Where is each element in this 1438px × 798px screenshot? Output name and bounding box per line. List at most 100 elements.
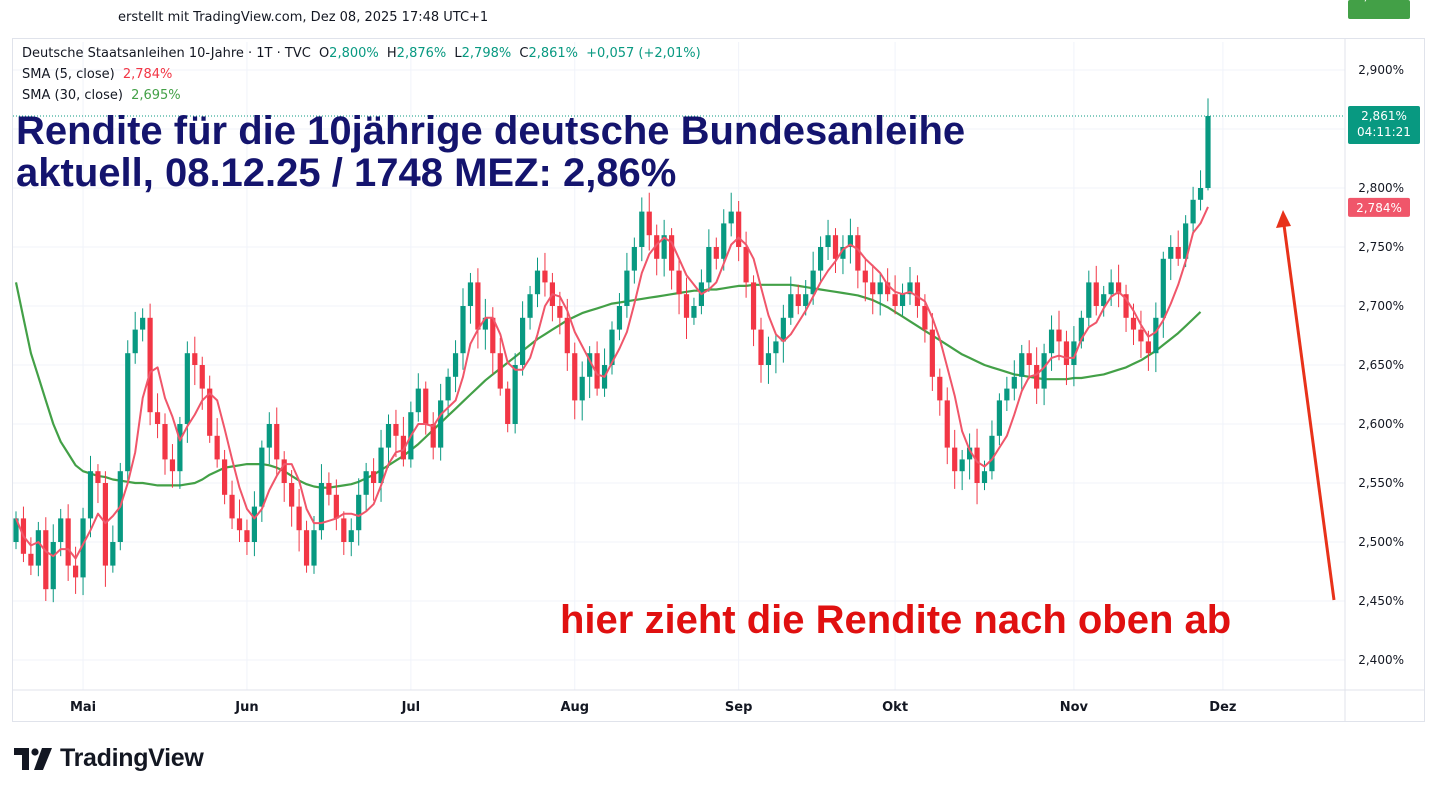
candle-body [691,306,697,318]
candle-body [348,530,354,542]
high-label: H [386,46,397,61]
candle-body [430,424,436,448]
candle-body [1168,247,1174,259]
candle-body [28,553,34,566]
last-price-label: 2,861% [1361,109,1407,123]
candle-body [669,235,675,271]
candle-body [922,306,928,330]
last-price-badge [1348,106,1420,145]
tradingview-logo[interactable]: TradingView [14,744,204,773]
candle-body [58,518,64,542]
candle-body [847,235,853,247]
candle-body [564,317,570,354]
candle-body [661,235,667,259]
candle-body [1071,341,1077,365]
y-tick-label: 2,800% [1358,181,1404,195]
candle-body [415,388,421,413]
candle-body [43,530,49,590]
headline: Rendite für die 10jährige deutsche Bunde… [16,110,965,194]
candle-body [393,424,399,436]
candle-body [967,447,973,460]
candle-body [80,518,86,578]
candle-body [795,294,801,306]
candle-body [520,317,526,365]
candle-body [765,353,772,365]
candle-body [318,483,325,531]
candle-body [303,530,310,566]
y-tick-label: 2,400% [1358,653,1404,667]
candle-body [13,518,19,542]
candle-body [840,247,846,259]
sma5-price-badge [1348,197,1410,217]
candle-body [1101,294,1107,306]
candle-body [572,353,578,401]
candle-body [236,518,243,531]
legend-sma5-row[interactable]: SMA (5, close) 2,784% [22,67,172,82]
y-tick-label: 2,450% [1358,594,1404,608]
sma5-price-label: 2,784% [1356,201,1402,215]
candle-body [1190,199,1196,224]
candle-body [534,270,541,295]
candle-body [631,247,637,271]
candle-body [1145,341,1151,354]
y-tick-label: 2,900% [1358,63,1404,77]
candle-body [229,494,235,519]
candle-body [654,235,660,259]
sma30-label: SMA (30, close) [22,88,123,103]
sma5-label: SMA (5, close) [22,67,115,82]
legend-sma30-row[interactable]: SMA (30, close) 2,695% [22,88,181,103]
candle-body [490,317,496,354]
candle-body [1130,317,1137,330]
candle-body [289,483,295,507]
candle-body [952,447,958,472]
candle-body [907,282,913,295]
sma5-value: 2,784% [122,67,173,82]
sma30-line [14,282,1202,489]
x-tick-label: Nov [1060,700,1089,715]
candle-body [587,353,593,377]
x-tick-label: Okt [882,700,908,715]
sma30-price-badge [1348,0,1410,19]
candle-body [1183,223,1189,259]
candle-body [1197,188,1204,200]
candle-body [363,471,369,495]
candle-body [542,270,548,283]
x-tick-label: Sep [725,700,753,715]
candle-body [937,376,943,401]
candle-body [110,542,116,566]
candle-body [743,247,749,283]
candle-body [467,282,474,306]
candle-body [259,447,265,507]
low-label: L [454,46,462,61]
candle-body [125,353,131,472]
chart-caption: erstellt mit TradingView.com, Dez 08, 20… [118,10,489,25]
candle-body [140,317,146,330]
headline-line-2: aktuell, 08.12.25 / 1748 MEZ: 2,86% [16,151,677,195]
tradingview-logo-icon [14,747,52,770]
candle-body [773,341,779,354]
candle-body [996,400,1002,436]
candle-body [438,400,444,448]
candle-body [154,412,161,424]
candle-body [73,565,79,578]
candle-body [482,317,488,330]
candle-body [281,459,287,483]
symbol-name: Deutsche Staatsanleihen 10-Jahre · 1T · … [22,46,311,61]
candle-body [639,211,645,247]
candle-body [1048,329,1055,354]
headline-line-1: Rendite für die 10jährige deutsche Bunde… [16,109,966,153]
candle-body [810,270,816,295]
candle-body [683,294,690,318]
candle-body [147,317,153,413]
candle-body [1108,282,1114,295]
candle-body [162,424,168,460]
y-tick-label: 2,500% [1358,535,1404,549]
y-tick-label: 2,650% [1358,358,1404,372]
candle-body [266,424,272,448]
candle-body [460,306,466,354]
candle-body [892,294,898,306]
candle-body [199,365,205,389]
annotation-text: hier zieht die Rendite nach oben ab [560,598,1232,642]
candle-body [251,506,257,542]
